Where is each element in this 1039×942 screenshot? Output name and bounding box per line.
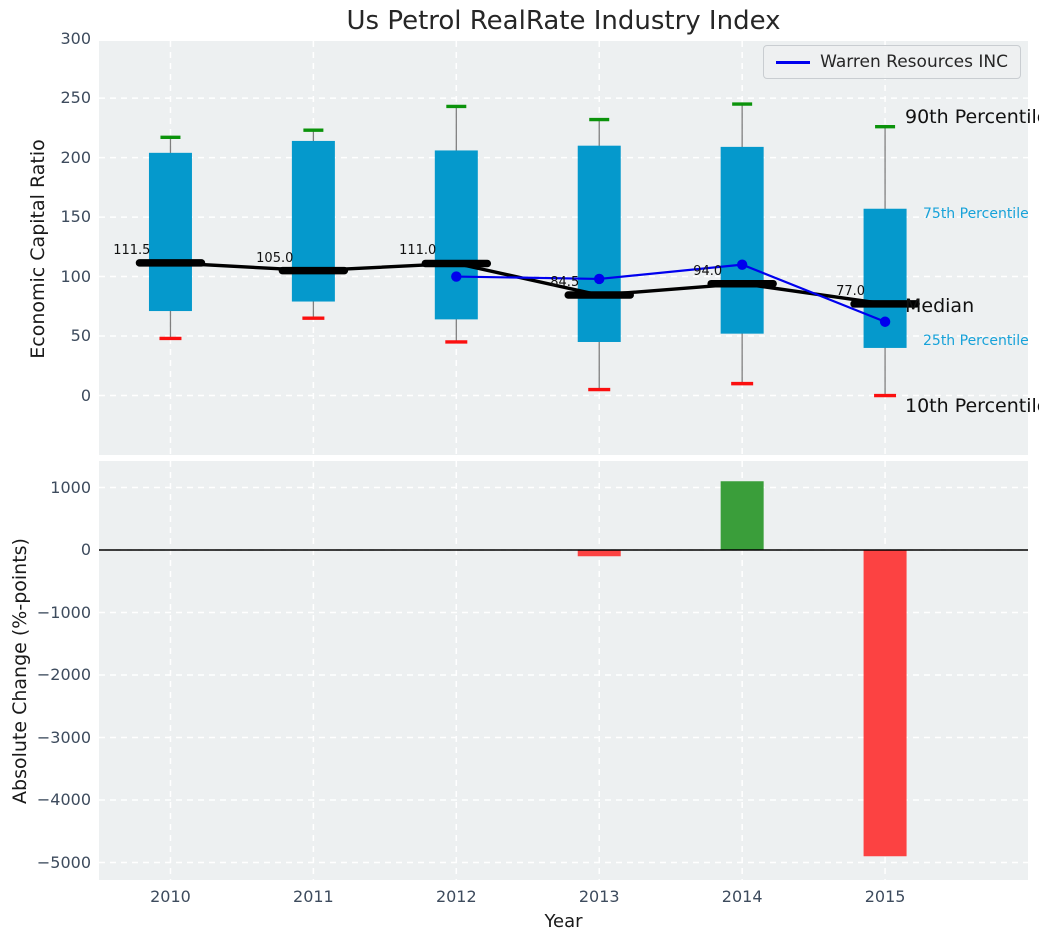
median-value-label-2012: 111.0 (399, 243, 437, 259)
annotation-75th-percentile: 75th Percentile (923, 205, 1029, 222)
chart-title: Us Petrol RealRate Industry Index (346, 6, 781, 36)
legend-line-icon (776, 60, 811, 64)
box-2010 (148, 152, 192, 312)
top-ytick-50: 50 (70, 326, 91, 346)
top-ytick-300: 300 (60, 28, 91, 48)
bottom-ytick--1000: −1000 (36, 602, 91, 622)
bottom-ytick--5000: −5000 (36, 852, 91, 872)
median-value-label-2013: 84.5 (550, 274, 580, 290)
x-axis-label: Year (544, 911, 583, 932)
warren-resources-line (456, 263, 886, 323)
warren-resources-marker-2014 (736, 259, 748, 270)
top-ytick-100: 100 (60, 266, 91, 286)
warren-resources-marker-2015 (879, 316, 891, 327)
box-2011 (291, 140, 335, 302)
top-ytick-150: 150 (60, 207, 91, 227)
box-2015 (863, 208, 907, 348)
warren-resources-marker-2013 (594, 273, 605, 285)
legend: Warren Resources INC (763, 45, 1021, 79)
annotation-median: Median (905, 294, 975, 317)
change-bar-2014 (720, 481, 764, 550)
xtick-2010: 2010 (150, 887, 191, 906)
bottom-ytick--4000: −4000 (36, 790, 91, 809)
bottom-ytick--2000: −2000 (36, 665, 91, 684)
xtick-2013: 2013 (578, 887, 620, 906)
legend-label: Warren Resources INC (820, 52, 1008, 72)
median-value-label-2015: 77.0 (836, 283, 866, 299)
top-ytick-250: 250 (60, 88, 91, 108)
top-axes-economic-capital-ratio (99, 37, 1028, 455)
bottom-ytick--3000: −3000 (36, 727, 91, 747)
median-value-label-2010: 111.5 (113, 242, 151, 258)
bottom-ytick-0: 0 (80, 540, 91, 559)
xtick-2012: 2012 (435, 887, 477, 906)
top-ytick-0: 0 (80, 385, 91, 405)
box-2013 (577, 145, 621, 342)
bottom-axes-absolute-change (99, 461, 1028, 880)
change-bar-2015 (863, 550, 907, 857)
change-bar-2013 (577, 550, 621, 557)
box-2014 (720, 146, 764, 334)
box-2012 (434, 150, 478, 320)
median-value-label-2011: 105.0 (256, 250, 294, 266)
warren-resources-marker-2012 (451, 271, 462, 282)
xtick-2011: 2011 (293, 887, 334, 906)
bottom-ytick-1000: 1000 (50, 477, 91, 497)
xtick-2014: 2014 (721, 887, 763, 906)
median-value-label-2014: 94.0 (693, 263, 723, 279)
top-ytick-200: 200 (60, 147, 91, 167)
annotation-90th-percentile: 90th Percentile (905, 105, 1039, 128)
xtick-2015: 2015 (864, 887, 906, 906)
annotation-25th-percentile: 25th Percentile (923, 332, 1029, 349)
annotation-10th-percentile: 10th Percentile (905, 394, 1039, 417)
